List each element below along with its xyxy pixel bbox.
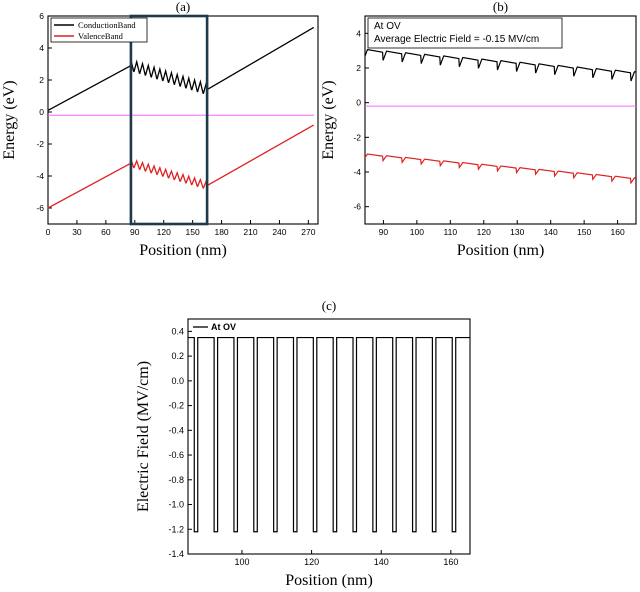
y-tick-label: -4 bbox=[353, 167, 361, 177]
x-tick-label: 90 bbox=[130, 227, 140, 237]
x-tick-label: 0 bbox=[46, 227, 51, 237]
x-tick-label: 100 bbox=[234, 557, 249, 567]
panel-label: (a) bbox=[176, 0, 190, 14]
series-line-ValenceBand bbox=[47, 124, 315, 209]
x-tick-label: 140 bbox=[544, 227, 558, 237]
series-line-field bbox=[188, 336, 470, 533]
x-tick-label: 150 bbox=[577, 227, 591, 237]
annotation-box bbox=[367, 17, 563, 49]
x-tick-label: 130 bbox=[510, 227, 524, 237]
x-tick-label: 120 bbox=[477, 227, 491, 237]
series-line-ConductionBand bbox=[364, 48, 636, 82]
x-tick-label: 140 bbox=[374, 557, 389, 567]
y-tick-label: 2 bbox=[39, 75, 44, 85]
x-tick-label: 60 bbox=[101, 227, 111, 237]
y-tick-label: -0.8 bbox=[168, 475, 184, 485]
x-tick-label: 30 bbox=[72, 227, 82, 237]
y-tick-label: -0.2 bbox=[168, 401, 184, 411]
y-tick-label: 2 bbox=[356, 63, 361, 73]
x-tick-label: 160 bbox=[611, 227, 625, 237]
panel-label: (c) bbox=[322, 298, 336, 313]
x-axis-title: Position (nm) bbox=[457, 242, 545, 259]
annotation-text: At OV bbox=[374, 21, 401, 32]
x-tick-label: 100 bbox=[410, 227, 424, 237]
x-tick-label: 110 bbox=[444, 227, 458, 237]
y-tick-label: -1.2 bbox=[168, 524, 184, 534]
y-tick-label: -6 bbox=[36, 203, 44, 213]
y-tick-label: -1.0 bbox=[168, 500, 184, 510]
y-tick-label: 0.2 bbox=[171, 351, 184, 361]
panel-label: (b) bbox=[493, 0, 508, 14]
y-tick-label: 4 bbox=[356, 28, 361, 38]
x-tick-label: 120 bbox=[157, 227, 171, 237]
y-axis-title: Electric Field (MV/cm) bbox=[135, 361, 152, 512]
legend-label: At OV bbox=[211, 322, 236, 332]
plot-frame-c bbox=[187, 318, 471, 555]
y-tick-label: -1.4 bbox=[168, 549, 184, 559]
y-axis-title: Energy (eV) bbox=[1, 80, 18, 159]
x-tick-label: 120 bbox=[304, 557, 319, 567]
x-tick-label: 180 bbox=[214, 227, 228, 237]
y-tick-label: -2 bbox=[353, 132, 361, 142]
series-line-ValenceBand bbox=[364, 153, 636, 185]
x-tick-label: 150 bbox=[186, 227, 200, 237]
y-tick-label: -0.6 bbox=[168, 450, 184, 460]
series-line-ConductionBand bbox=[47, 26, 315, 111]
y-tick-label: 4 bbox=[39, 43, 44, 53]
x-tick-label: 160 bbox=[443, 557, 458, 567]
y-tick-label: -6 bbox=[353, 202, 361, 212]
x-tick-label: 270 bbox=[301, 227, 315, 237]
y-tick-label: -0.4 bbox=[168, 425, 184, 435]
y-tick-label: 0 bbox=[356, 98, 361, 108]
y-axis-title: Energy (eV) bbox=[320, 80, 337, 159]
legend-label: ValenceBand bbox=[78, 31, 124, 41]
x-tick-label: 90 bbox=[379, 227, 389, 237]
x-axis-title: Position (nm) bbox=[139, 242, 227, 259]
plot-frame-a bbox=[47, 15, 319, 225]
x-tick-label: 240 bbox=[272, 227, 286, 237]
y-tick-label: -2 bbox=[36, 139, 44, 149]
legend-label: ConductionBand bbox=[78, 20, 136, 30]
plot-frame-b bbox=[364, 15, 637, 225]
y-tick-label: 0.0 bbox=[171, 376, 184, 386]
legend-box bbox=[50, 17, 148, 43]
y-tick-label: 0.4 bbox=[171, 326, 184, 336]
y-tick-label: -4 bbox=[36, 171, 44, 181]
y-tick-label: 6 bbox=[39, 11, 44, 21]
zoom-region-box bbox=[129, 14, 209, 226]
y-tick-label: 0 bbox=[39, 107, 44, 117]
x-tick-label: 210 bbox=[243, 227, 257, 237]
x-axis-title: Position (nm) bbox=[285, 572, 373, 589]
annotation-text: Average Electric Field = -0.15 MV/cm bbox=[374, 34, 539, 45]
